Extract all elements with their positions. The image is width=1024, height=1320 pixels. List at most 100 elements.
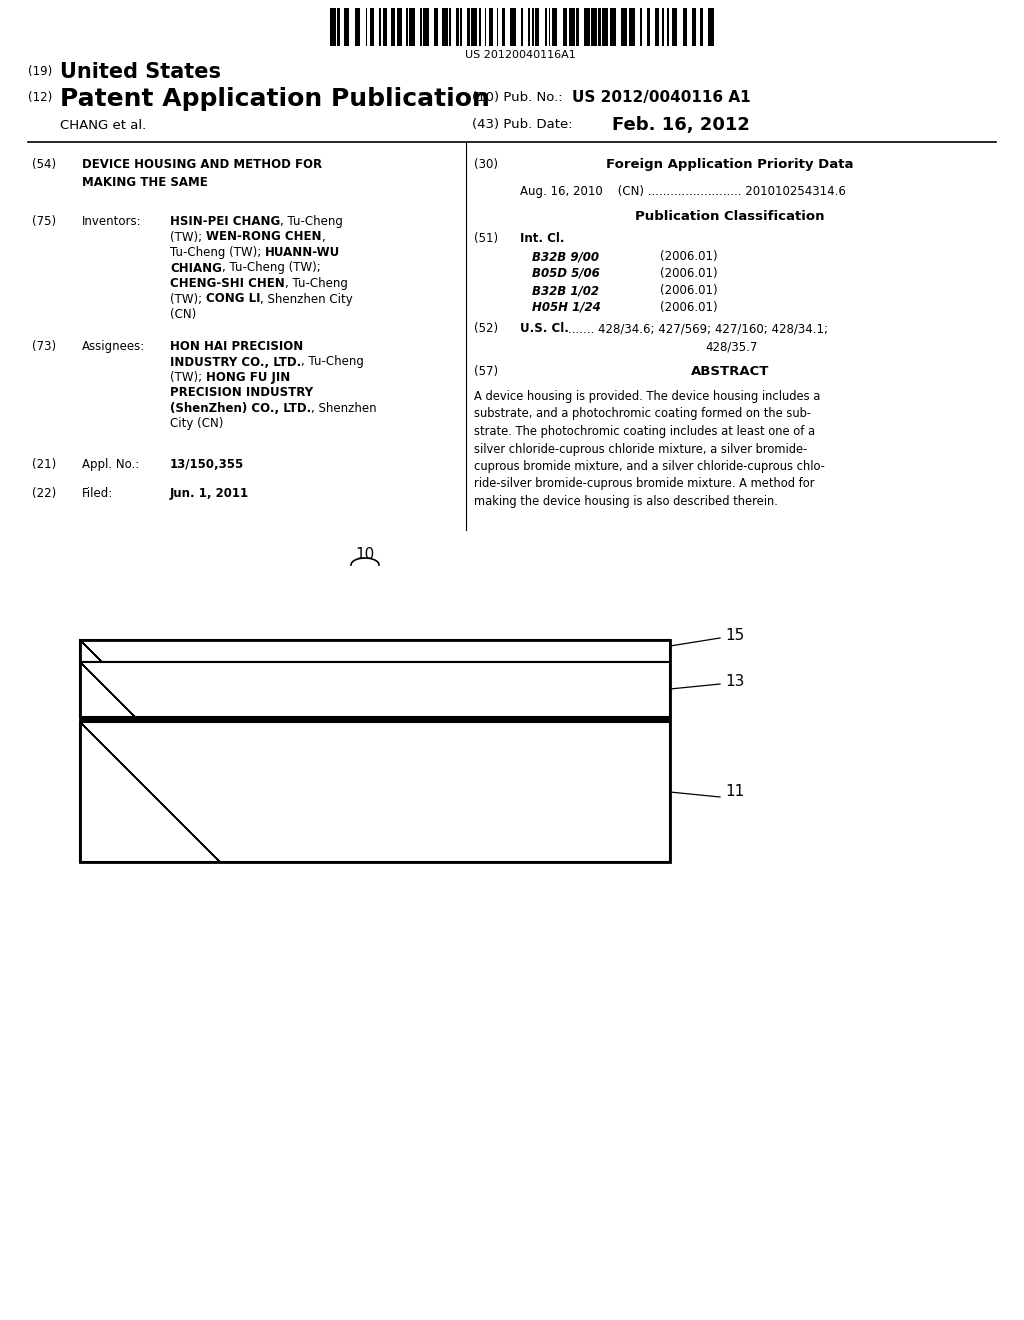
- Bar: [406, 8, 408, 46]
- Text: (12): (12): [28, 91, 52, 104]
- Bar: [488, 8, 493, 46]
- Bar: [610, 8, 615, 46]
- Text: , Tu-Cheng: , Tu-Cheng: [301, 355, 365, 368]
- Bar: [502, 8, 505, 46]
- Text: Int. Cl.: Int. Cl.: [520, 232, 564, 246]
- Text: 10: 10: [355, 546, 375, 562]
- Text: CHIANG: CHIANG: [170, 261, 222, 275]
- Text: (2006.01): (2006.01): [660, 301, 718, 314]
- Text: Appl. No.:: Appl. No.:: [82, 458, 139, 471]
- Text: (73): (73): [32, 341, 56, 352]
- Text: (2006.01): (2006.01): [660, 284, 718, 297]
- Bar: [708, 8, 714, 46]
- Bar: [391, 8, 395, 46]
- Bar: [479, 8, 480, 46]
- Text: WEN-RONG CHEN: WEN-RONG CHEN: [206, 231, 322, 243]
- Text: Jun. 1, 2011: Jun. 1, 2011: [170, 487, 249, 500]
- Bar: [80, 640, 670, 862]
- Text: HONG FU JIN: HONG FU JIN: [206, 371, 290, 384]
- Text: ABSTRACT: ABSTRACT: [691, 366, 769, 378]
- Bar: [667, 8, 669, 46]
- Bar: [80, 717, 670, 722]
- Bar: [672, 8, 677, 46]
- Text: PRECISION INDUSTRY: PRECISION INDUSTRY: [170, 387, 313, 400]
- Text: HSIN-PEI CHANG: HSIN-PEI CHANG: [170, 215, 281, 228]
- Text: 13: 13: [725, 673, 744, 689]
- Text: 428/35.7: 428/35.7: [706, 341, 758, 352]
- Bar: [535, 8, 539, 46]
- Bar: [460, 8, 462, 46]
- Bar: [396, 8, 402, 46]
- Bar: [602, 8, 607, 46]
- Text: CHANG et al.: CHANG et al.: [60, 119, 146, 132]
- Text: B32B 1/02: B32B 1/02: [532, 284, 599, 297]
- Text: 15: 15: [725, 627, 744, 643]
- Bar: [575, 8, 579, 46]
- Bar: [484, 8, 486, 46]
- Text: (10) Pub. No.:: (10) Pub. No.:: [472, 91, 562, 104]
- Text: (TW);: (TW);: [170, 371, 206, 384]
- Text: (22): (22): [32, 487, 56, 500]
- Text: United States: United States: [60, 62, 221, 82]
- Bar: [569, 8, 574, 46]
- Bar: [330, 8, 336, 46]
- Text: Filed:: Filed:: [82, 487, 114, 500]
- Bar: [662, 8, 664, 46]
- Text: ,: ,: [322, 231, 326, 243]
- Bar: [521, 8, 522, 46]
- Text: Aug. 16, 2010    (CN) ......................... 201010254314.6: Aug. 16, 2010 (CN) .....................…: [520, 185, 846, 198]
- Text: (75): (75): [32, 215, 56, 228]
- Text: HUANN-WU: HUANN-WU: [265, 246, 340, 259]
- Bar: [545, 8, 547, 46]
- Text: DEVICE HOUSING AND METHOD FOR
MAKING THE SAME: DEVICE HOUSING AND METHOD FOR MAKING THE…: [82, 158, 323, 189]
- Text: HON HAI PRECISION: HON HAI PRECISION: [170, 341, 303, 352]
- Text: (57): (57): [474, 366, 498, 378]
- Text: (TW);: (TW);: [170, 293, 206, 305]
- Text: (2006.01): (2006.01): [660, 267, 718, 280]
- Text: Foreign Application Priority Data: Foreign Application Priority Data: [606, 158, 854, 172]
- Bar: [683, 8, 686, 46]
- Text: , Shenzhen City: , Shenzhen City: [260, 293, 353, 305]
- Bar: [532, 8, 534, 46]
- Text: (19): (19): [28, 65, 52, 78]
- Bar: [423, 8, 428, 46]
- Text: Patent Application Publication: Patent Application Publication: [60, 87, 489, 111]
- Text: CHENG-SHI CHEN: CHENG-SHI CHEN: [170, 277, 285, 290]
- Bar: [80, 640, 670, 663]
- Bar: [370, 8, 374, 46]
- Text: Tu-Cheng (TW);: Tu-Cheng (TW);: [170, 246, 265, 259]
- Bar: [354, 8, 360, 46]
- Bar: [343, 8, 349, 46]
- Text: 13/150,355: 13/150,355: [170, 458, 245, 471]
- Bar: [383, 8, 387, 46]
- Text: (54): (54): [32, 158, 56, 172]
- Bar: [647, 8, 649, 46]
- Text: (30): (30): [474, 158, 498, 172]
- Text: INDUSTRY CO., LTD.: INDUSTRY CO., LTD.: [170, 355, 301, 368]
- Bar: [434, 8, 438, 46]
- Text: (51): (51): [474, 232, 498, 246]
- Bar: [366, 8, 367, 46]
- Bar: [510, 8, 515, 46]
- Text: 11: 11: [725, 784, 744, 800]
- Bar: [456, 8, 459, 46]
- Text: US 2012/0040116 A1: US 2012/0040116 A1: [572, 90, 751, 106]
- Text: Assignees:: Assignees:: [82, 341, 145, 352]
- Bar: [591, 8, 597, 46]
- Bar: [528, 8, 529, 46]
- Bar: [640, 8, 641, 46]
- Text: Publication Classification: Publication Classification: [635, 210, 824, 223]
- Bar: [449, 8, 451, 46]
- Text: CONG LI: CONG LI: [206, 293, 260, 305]
- Text: A device housing is provided. The device housing includes a
substrate, and a pho: A device housing is provided. The device…: [474, 389, 825, 508]
- Text: Inventors:: Inventors:: [82, 215, 141, 228]
- Text: (CN): (CN): [170, 308, 197, 321]
- Bar: [629, 8, 635, 46]
- Bar: [80, 722, 670, 862]
- Text: , Shenzhen: , Shenzhen: [311, 403, 377, 414]
- Text: (52): (52): [474, 322, 498, 335]
- Text: , Tu-Cheng: , Tu-Cheng: [281, 215, 343, 228]
- Bar: [562, 8, 566, 46]
- Text: , Tu-Cheng: , Tu-Cheng: [285, 277, 347, 290]
- Bar: [692, 8, 696, 46]
